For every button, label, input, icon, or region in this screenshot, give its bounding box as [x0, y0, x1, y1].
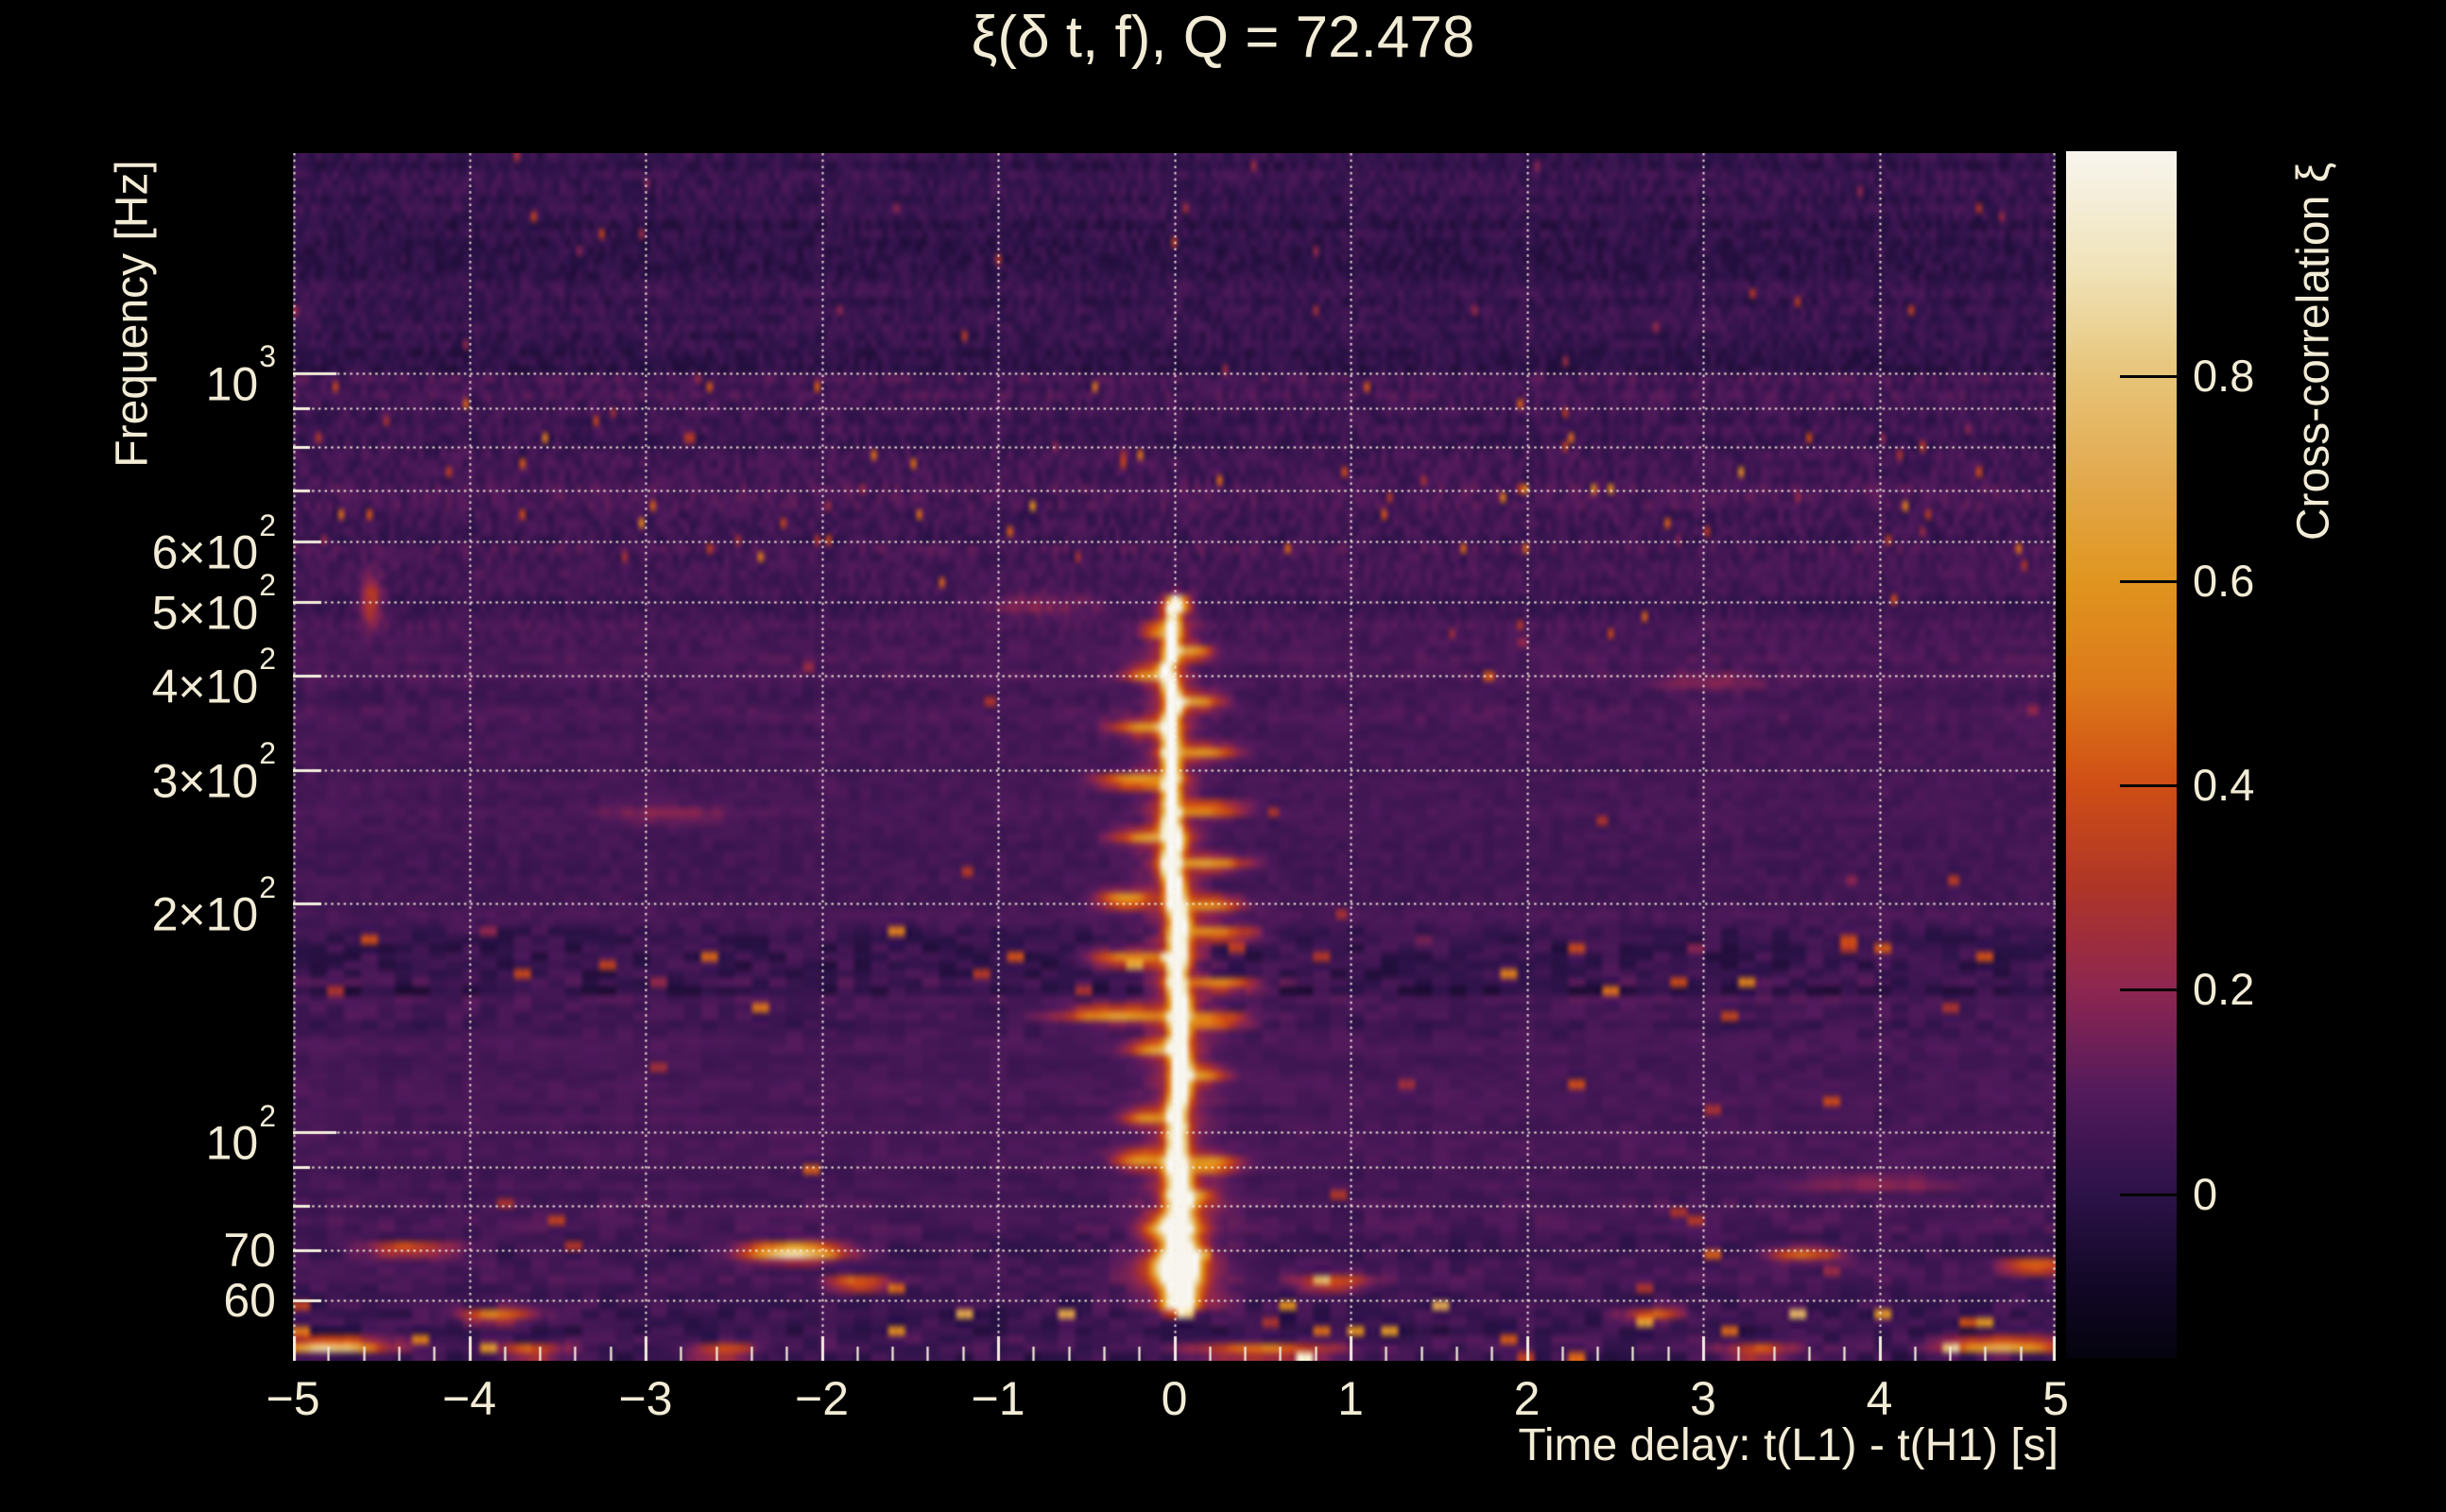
y-tick-label: 60 [223, 1274, 276, 1328]
colorbar-tick-label: 0.4 [2193, 759, 2255, 810]
colorbar-tick [2120, 1193, 2177, 1196]
x-tick-label: 2 [1513, 1372, 1541, 1425]
spectrogram-heatmap [293, 153, 2056, 1361]
colorbar-title: Cross-correlation ξ [2288, 162, 2339, 541]
x-tick-label: −3 [618, 1372, 673, 1425]
x-tick-label: 4 [1866, 1372, 1893, 1425]
colorbar-tick [2120, 783, 2177, 787]
y-tick-label: 2×102 [151, 869, 276, 942]
y-axis-title: Frequency [Hz] [107, 160, 158, 468]
y-tick-label: 4×102 [151, 642, 276, 713]
x-axis-title: Time delay: t(L1) - t(H1) [s] [1518, 1420, 2058, 1470]
y-tick-label: 70 [223, 1223, 276, 1277]
chart-title: ξ(δ t, f), Q = 72.478 [971, 5, 1475, 70]
colorbar-tick [2120, 375, 2177, 379]
colorbar-tick [2120, 579, 2177, 583]
colorbar-tick-label: 0 [2193, 1168, 2218, 1219]
colorbar-tick-label: 0.6 [2193, 555, 2255, 606]
colorbar-gradient [2066, 151, 2177, 1358]
y-tick-label: 5×102 [151, 568, 276, 640]
colorbar-tick-label: 0.2 [2193, 964, 2255, 1015]
y-tick-label: 3×102 [151, 736, 276, 808]
x-tick-label: −2 [794, 1372, 850, 1425]
x-tick-label: −1 [971, 1372, 1025, 1425]
x-tick-label: 3 [1690, 1372, 1716, 1425]
colorbar-tick [2120, 988, 2177, 992]
y-tick-label: 6×102 [151, 507, 276, 579]
y-tick-label: 102 [205, 1098, 276, 1170]
x-tick-label: −5 [266, 1372, 320, 1425]
colorbar-tick-label: 0.8 [2193, 351, 2255, 402]
x-tick-label: −4 [441, 1372, 497, 1425]
x-tick-label: 5 [2042, 1372, 2069, 1425]
y-tick-label: 103 [205, 339, 276, 411]
x-tick-label: 1 [1337, 1372, 1364, 1425]
x-tick-label: 0 [1161, 1372, 1188, 1425]
